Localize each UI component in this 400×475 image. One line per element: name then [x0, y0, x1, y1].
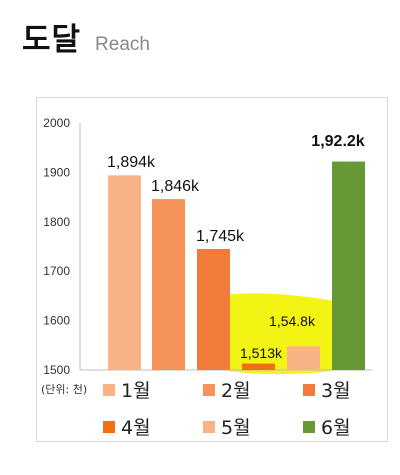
- data-label-mar: 1,745k: [196, 228, 245, 245]
- data-label-may: 1,54.8k: [269, 313, 316, 329]
- y-tick-label-1600: 1600: [43, 314, 70, 328]
- legend-item-mar: 3월: [303, 376, 351, 403]
- legend-item-jun: 6월: [303, 413, 351, 440]
- legend-swatch-mar: [303, 383, 315, 396]
- legend-swatch-may: [203, 420, 215, 433]
- y-tick-label-1900: 1900: [43, 165, 70, 179]
- legend-swatch-feb: [203, 383, 215, 396]
- legend-item-jan: 1월: [103, 376, 151, 403]
- legend-label-jan: 1월: [121, 380, 151, 402]
- legend-item-may: 5월: [203, 413, 251, 440]
- legend-swatch-jan: [103, 383, 115, 396]
- y-tick-label-2000: 2000: [43, 116, 70, 130]
- data-label-jan: 1,894k: [107, 154, 156, 171]
- bar-jan: [108, 175, 141, 370]
- bar-feb: [152, 199, 185, 370]
- legend-label-may: 5월: [221, 417, 251, 439]
- legend-label-jun: 6월: [321, 417, 351, 439]
- bar-mar: [197, 248, 230, 370]
- y-tick-label-1500: 1500: [43, 363, 70, 377]
- data-label-jun: 1,92.2k: [311, 133, 364, 150]
- unit-label: (단위: 천): [41, 383, 88, 396]
- legend-swatch-jun: [303, 420, 315, 433]
- bar-apr: [242, 363, 275, 370]
- legend-label-apr: 4월: [121, 417, 151, 439]
- bar-jun: [332, 161, 365, 370]
- data-label-feb: 1,846k: [151, 178, 200, 195]
- legend-item-feb: 2월: [203, 376, 251, 403]
- data-label-apr: 1,513k: [240, 345, 283, 361]
- title-row: 도달 Reach: [22, 14, 150, 59]
- legend-item-apr: 4월: [103, 413, 151, 440]
- legend-label-feb: 2월: [221, 380, 251, 402]
- y-tick-label-1700: 1700: [43, 264, 70, 278]
- y-tick-label-1800: 1800: [43, 215, 70, 229]
- legend-swatch-apr: [103, 420, 115, 433]
- chart-frame: [36, 97, 388, 442]
- legend-label-mar: 3월: [321, 380, 351, 402]
- page-title: 도달: [22, 22, 82, 58]
- bar-may: [287, 346, 320, 370]
- page-subtitle: Reach: [95, 34, 150, 55]
